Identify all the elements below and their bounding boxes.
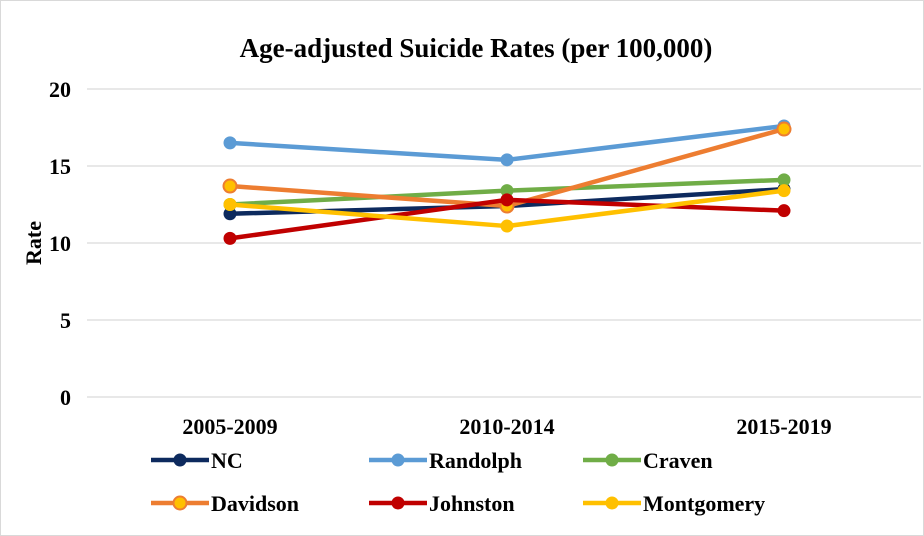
series-randolph [223,119,791,167]
legend-label-montgomery: Montgomery [643,491,765,516]
legend-item-craven: Craven [583,448,713,473]
legend-label-davidson: Davidson [211,491,299,516]
data-point-johnston-0 [223,231,237,245]
x-tick-label-0: 2005-2009 [182,414,277,439]
series-lines [222,119,792,245]
data-point-randolph-1 [500,153,514,167]
legend-item-johnston: Johnston [369,491,515,516]
y-tick-label-4: 20 [49,77,71,102]
legend-item-montgomery: Montgomery [583,491,765,516]
data-point-randolph-0 [223,136,237,150]
data-point-nc-0 [223,207,237,221]
data-point-johnston-1 [500,193,514,207]
legend-marker-johnston [391,496,405,510]
chart-title: Age-adjusted Suicide Rates (per 100,000) [240,33,713,63]
data-point-davidson-0 [222,178,238,194]
data-point-craven-1 [500,184,514,198]
legend-label-randolph: Randolph [429,448,522,473]
gridlines [87,88,921,398]
data-point-montgomery-1 [500,219,514,233]
x-tick-label-2: 2015-2019 [736,414,831,439]
data-point-montgomery-0 [223,198,237,211]
y-axis-title: Rate [21,221,46,265]
data-point-craven-2 [777,173,791,187]
series-montgomery [223,184,791,233]
legend-item-davidson: Davidson [151,491,299,516]
legend-item-nc: NC [151,448,243,473]
data-point-johnston-2 [777,204,791,218]
legend-item-randolph: Randolph [369,448,522,473]
legend-marker-montgomery [605,496,619,510]
y-tick-label-1: 5 [60,308,71,333]
data-point-montgomery-2 [777,184,791,198]
y-tick-label-2: 10 [49,231,71,256]
data-point-davidson-2 [776,121,792,137]
x-tick-label-1: 2010-2014 [459,414,554,439]
legend-label-nc: NC [211,448,243,473]
legend-marker-davidson [172,495,188,511]
legend: NC Randolph Craven Davidson Johnston Montgome… [151,448,765,516]
axis-ticks: 0 5 10 15 20 2005-2009 2010-2014 2015-2019 [49,77,832,439]
legend-marker-nc [173,453,187,467]
legend-marker-randolph [391,453,405,467]
legend-label-craven: Craven [643,448,713,473]
series-johnston [223,193,791,245]
legend-label-johnston: Johnston [429,491,515,516]
legend-marker-craven [605,453,619,467]
y-tick-label-3: 15 [49,154,71,179]
y-tick-label-0: 0 [60,385,71,410]
